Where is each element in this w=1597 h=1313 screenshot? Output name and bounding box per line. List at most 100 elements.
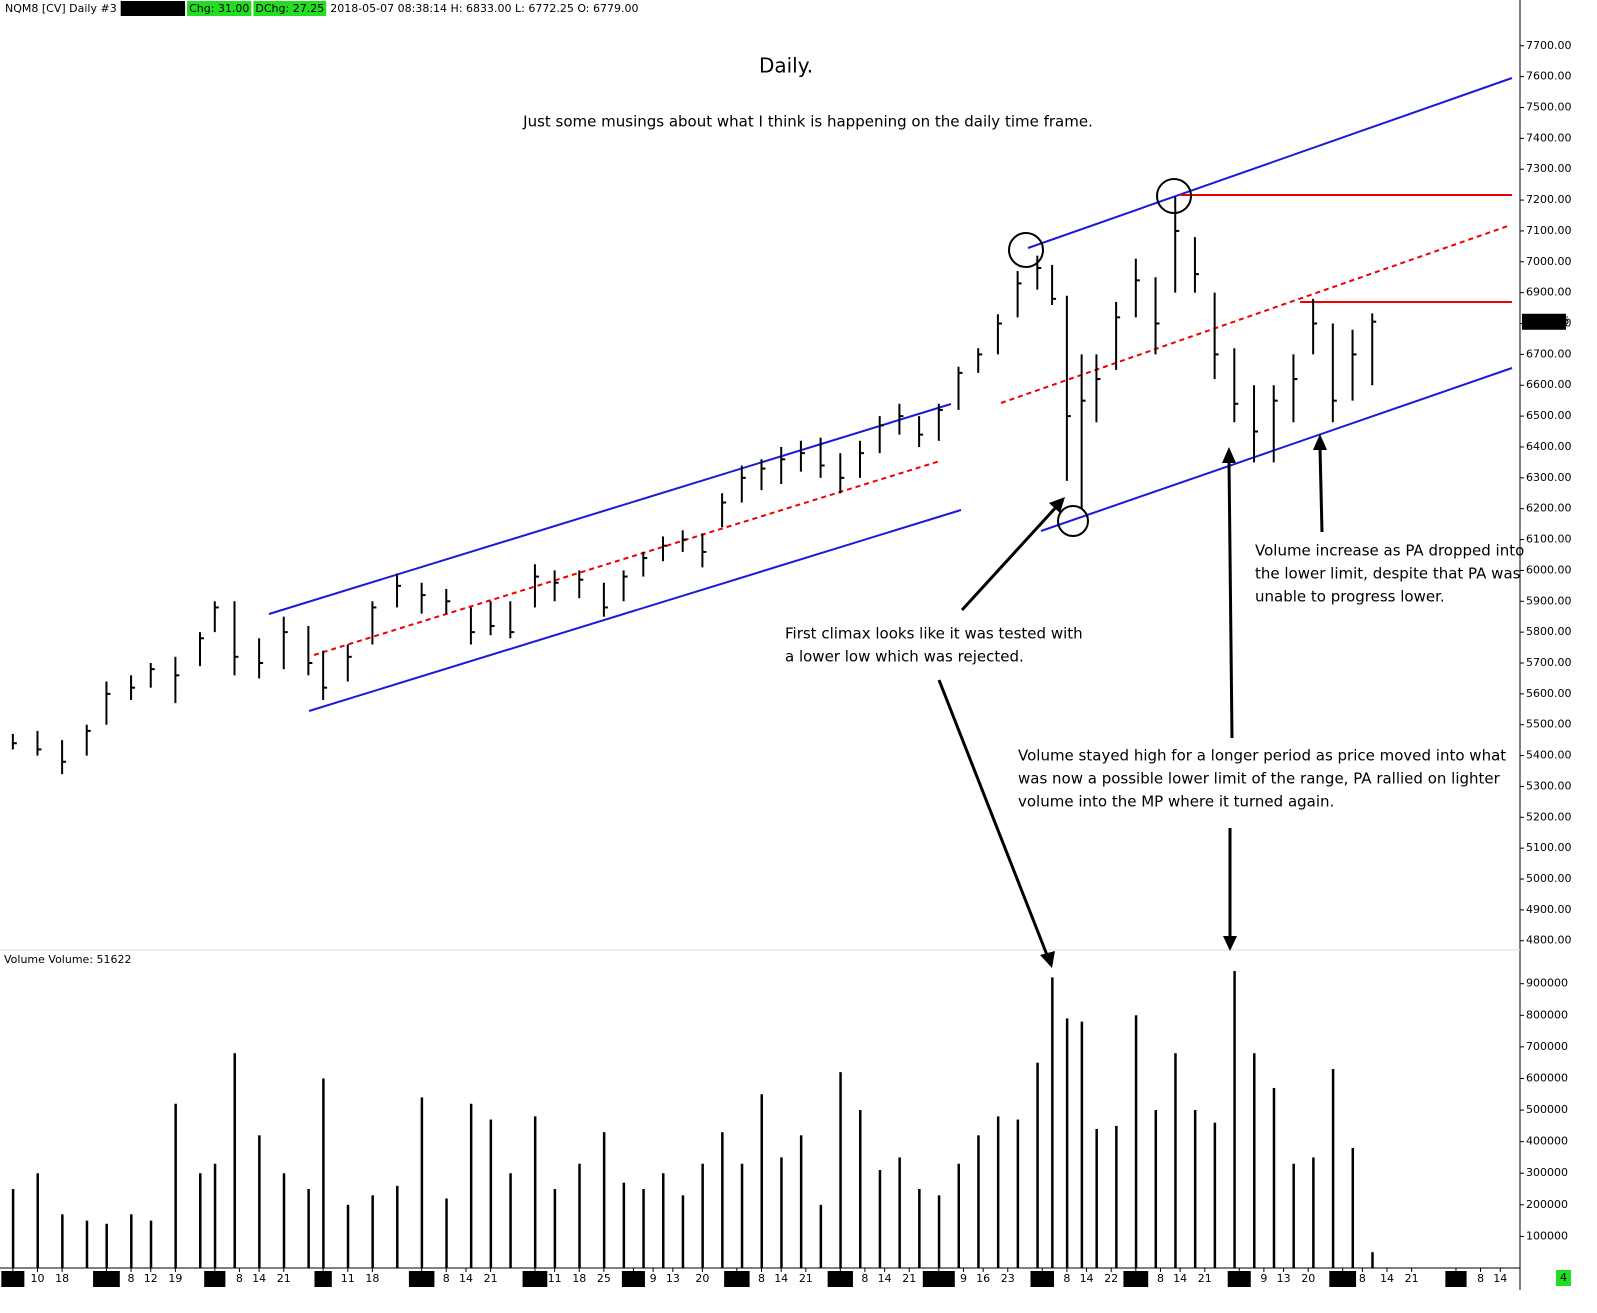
header-box <box>253 1 327 16</box>
volume-bar <box>578 1163 581 1268</box>
x-tick-label: Sep <box>525 1272 546 1285</box>
x-tick-label: Oct <box>624 1272 644 1285</box>
header-symbol: NQM8 [CV] Daily #3 <box>5 2 117 15</box>
arrowhead <box>1313 434 1327 450</box>
x-tick-label: Dec <box>830 1272 851 1285</box>
y-tick-label: 7400.00 <box>1526 131 1572 144</box>
y-tick-label: 6000.00 <box>1526 563 1572 576</box>
annotation: volume into the MP where it turned again… <box>1018 793 1334 811</box>
x-tick-label: 8 <box>236 1272 243 1285</box>
volume-bar <box>553 1189 557 1268</box>
volume-bar <box>61 1214 64 1268</box>
volume-bar <box>937 1195 941 1268</box>
volume-bar <box>322 1078 325 1268</box>
x-tick-label: 9 <box>650 1272 657 1285</box>
y-tick-label: 6900.00 <box>1526 286 1572 299</box>
mid-line <box>313 460 941 656</box>
volume-bar <box>307 1189 310 1268</box>
channel-line <box>1040 367 1513 532</box>
x-tick-label: 9 <box>1260 1272 1267 1285</box>
x-tick-label: 21 <box>799 1272 813 1285</box>
x-tick-label: 9 <box>960 1272 967 1285</box>
x-tick-label: 18 <box>365 1272 379 1285</box>
last-price-label: 6805.75 <box>1524 315 1570 328</box>
volume-bar <box>199 1173 202 1268</box>
x-tick-label: 21 <box>1198 1272 1212 1285</box>
corner-label: 4 <box>1560 1271 1567 1284</box>
volume-bar <box>105 1223 108 1268</box>
y-tick-label: 700000 <box>1526 1040 1568 1053</box>
annotation: Volume increase as PA dropped into <box>1255 542 1524 560</box>
y-tick-label: 5600.00 <box>1526 687 1572 700</box>
arrowheads <box>1040 434 1327 968</box>
x-tick-box <box>1445 1271 1467 1287</box>
arrow <box>937 679 1049 956</box>
y-tick-label: 4900.00 <box>1526 903 1572 916</box>
chart-title: Daily. <box>759 54 813 78</box>
volume-bar <box>1051 977 1054 1268</box>
last-price-box <box>1522 313 1566 330</box>
volume-bar <box>681 1195 685 1268</box>
x-tick-label: 21 <box>902 1272 916 1285</box>
x-tick-label: 14 <box>459 1272 473 1285</box>
y-tick-label: 5400.00 <box>1526 749 1572 762</box>
volume-bar <box>760 1094 763 1268</box>
volume-bar <box>701 1163 704 1268</box>
channel-line <box>268 403 952 615</box>
y-tick-label: 7500.00 <box>1526 100 1572 113</box>
x-tick-box <box>1 1271 25 1287</box>
x-tick-label: May <box>95 1272 118 1285</box>
x-tick-label: 14 <box>1380 1272 1394 1285</box>
arrowhead <box>1222 447 1236 463</box>
x-tick-box <box>1227 1271 1251 1287</box>
x-tick-label: Mar <box>1125 1272 1146 1285</box>
x-tick-label: Jun <box>205 1272 223 1285</box>
volume-bar <box>445 1198 448 1268</box>
volume-bar <box>1080 1021 1084 1268</box>
volume-bar <box>622 1182 626 1268</box>
x-tick-box <box>922 1271 955 1287</box>
volume-bar <box>346 1204 350 1268</box>
arrowhead <box>1223 936 1237 951</box>
volume-bar <box>740 1163 744 1268</box>
chart-subtitle: Just some musings about what I think is … <box>522 113 1093 131</box>
volume-bar <box>130 1214 133 1268</box>
drawings <box>268 77 1513 968</box>
volume-bar <box>799 1135 803 1268</box>
volume-bar <box>233 1053 236 1268</box>
y-tick-label: 200000 <box>1526 1198 1568 1211</box>
x-tick-label: 22 <box>1104 1272 1118 1285</box>
annotations: First climax looks like it was tested wi… <box>785 542 1524 811</box>
volume-bar <box>1036 1062 1039 1268</box>
x-tick-label: 11 <box>548 1272 562 1285</box>
x-tick-label: 25 <box>597 1272 611 1285</box>
y-tick-label: 5300.00 <box>1526 779 1572 792</box>
x-tick-box <box>314 1271 332 1287</box>
header-box <box>120 1 186 16</box>
y-tick-label: 600000 <box>1526 1071 1568 1084</box>
corner-box <box>1556 1270 1571 1286</box>
volume-bar <box>1351 1147 1355 1268</box>
x-tick-label: 8 <box>1157 1272 1164 1285</box>
channel-line <box>308 509 962 712</box>
volume-bar <box>1016 1119 1020 1268</box>
x-tick-label: 14 <box>774 1272 788 1285</box>
volume-bar <box>509 1173 512 1268</box>
x-tick-label: 14 <box>1173 1272 1187 1285</box>
circle <box>1156 178 1192 214</box>
y-tick-label: 7200.00 <box>1526 193 1572 206</box>
y-tick-label: 5100.00 <box>1526 841 1572 854</box>
x-tick-label: 14 <box>1080 1272 1094 1285</box>
x-tick-label: 8 <box>861 1272 868 1285</box>
x-tick-label: 8 <box>1359 1272 1366 1285</box>
x-tick-label: 20 <box>695 1272 709 1285</box>
header-close: C: 6805.75 <box>123 2 183 15</box>
x-tick-label: Apr <box>1230 1272 1250 1285</box>
x-tick-label: Jul <box>316 1272 330 1285</box>
arrow <box>1318 447 1324 533</box>
volume-bar <box>721 1132 724 1268</box>
volume-bar <box>859 1110 862 1268</box>
volume-bar <box>1213 1122 1217 1268</box>
x-tick-label: May <box>1331 1272 1354 1285</box>
volume-bar <box>918 1189 921 1268</box>
